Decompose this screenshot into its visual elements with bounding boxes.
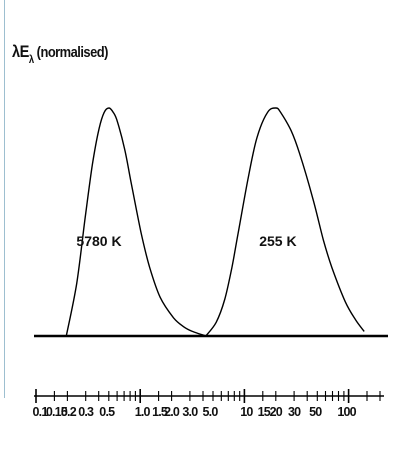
- x-tick-label: 1.0: [135, 405, 151, 419]
- x-tick-label: 3.0: [182, 405, 198, 419]
- wavelength-scale: 0.10.150.2 0.3 0.5 1.0 1.52.0 3.0 5.0 10 15 20 30 5…: [33, 389, 384, 419]
- y-axis-label: λEλ (normalised): [12, 42, 109, 66]
- x-tick-label: 2.0: [164, 405, 180, 419]
- x-tick-label: 50: [309, 405, 322, 419]
- x-tick-label: 0.3: [78, 405, 94, 419]
- series-label-1: 5780 K: [76, 233, 121, 249]
- x-tick-label: 0.5: [99, 405, 115, 419]
- x-tick-label: 0.2: [61, 405, 77, 419]
- x-tick-label: 0.15: [46, 405, 68, 419]
- x-tick-label: 100: [337, 405, 356, 419]
- y-axis-label-text: (normalised): [33, 44, 109, 61]
- y-axis-label-subscript: λ: [28, 54, 34, 66]
- series-label-2: 255 K: [259, 233, 296, 249]
- x-tick-label: 0.1: [33, 405, 49, 419]
- left-border-line: [4, 0, 5, 398]
- x-tick-label: 30: [288, 405, 301, 419]
- y-axis-label-symbol: λE: [12, 42, 29, 61]
- series-curve-2: [205, 107, 365, 337]
- x-tick-label: 10: [240, 405, 253, 419]
- x-tick-label: 20: [270, 405, 283, 419]
- x-tick-label: 5.0: [203, 405, 219, 419]
- series-curve-1: [65, 107, 207, 337]
- peak-label-layer: 5780 K 255 K: [76, 233, 296, 249]
- series-layer: [65, 107, 365, 337]
- x-tick-label: 15: [258, 405, 271, 419]
- x-tick-label: 1.5: [152, 405, 168, 419]
